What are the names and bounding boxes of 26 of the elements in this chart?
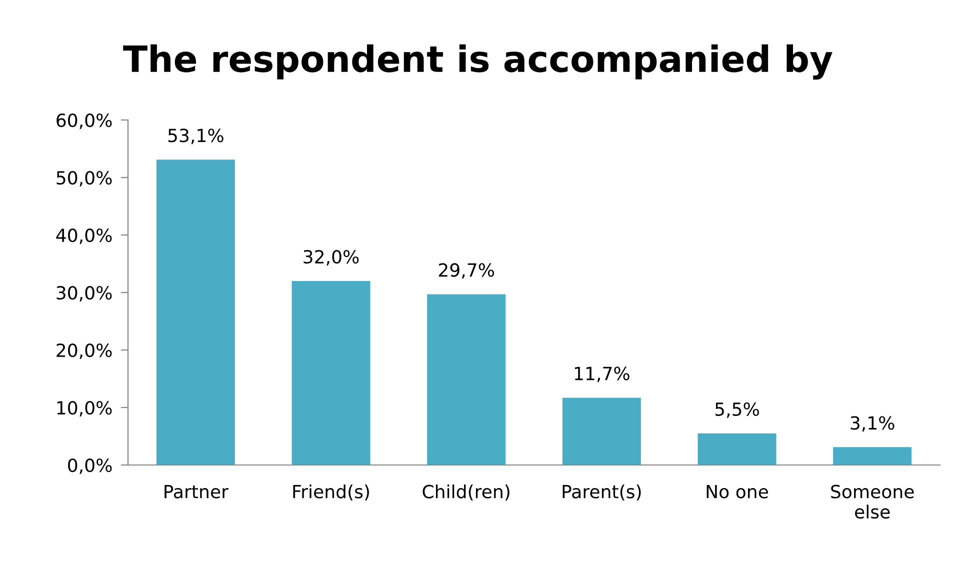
bar <box>562 398 641 465</box>
x-tick-label: Partner <box>164 485 228 498</box>
x-tick-label: Child(ren) <box>422 484 510 501</box>
x-tick-label: No one <box>706 485 768 498</box>
y-tick-label: 20,0% <box>56 343 112 359</box>
bar <box>833 447 912 465</box>
bar <box>292 281 370 465</box>
data-label: 29,7% <box>438 263 494 279</box>
y-tick-label: 30,0% <box>56 286 112 302</box>
bar <box>427 294 506 465</box>
y-tick-label: 10,0% <box>57 400 112 416</box>
x-tick-label: Parent(s) <box>562 484 641 501</box>
y-tick-label: 50,0% <box>56 170 112 186</box>
x-tick-label: Someone else <box>831 484 914 519</box>
data-label: 32,0% <box>304 250 359 266</box>
chart-title: The respondent is accompanied by <box>123 44 832 80</box>
data-label: 53,1% <box>168 128 224 144</box>
bar <box>156 160 235 465</box>
y-tick-label: 60,0% <box>56 113 112 129</box>
data-label: 3,1% <box>850 416 894 432</box>
bar <box>698 433 776 465</box>
x-tick-label: Friend(s) <box>293 484 369 501</box>
y-tick-label: 0,0% <box>68 458 112 474</box>
y-tick-label: 40,0% <box>56 228 112 244</box>
data-label: 11,7% <box>574 366 630 382</box>
data-label: 5,5% <box>715 402 759 418</box>
